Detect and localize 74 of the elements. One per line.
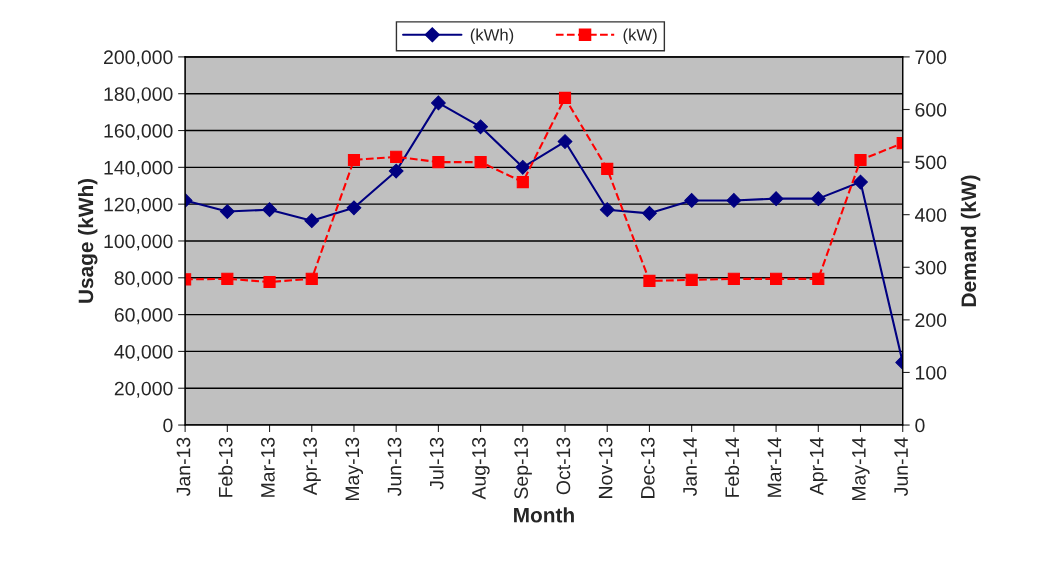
x-tick-label: Oct-13 <box>556 437 571 495</box>
y-tick-label: 160,000 <box>104 124 173 141</box>
x-tick-label: Feb-13 <box>218 437 233 497</box>
y2-tick-label: 700 <box>915 50 947 65</box>
point <box>432 156 445 169</box>
x-tick-label: Dec-13 <box>640 437 655 498</box>
point <box>390 150 403 163</box>
point <box>474 156 487 169</box>
y2-tick-label: 300 <box>915 260 947 275</box>
y-tick-label: 0 <box>163 418 173 433</box>
point <box>812 272 825 285</box>
y-tick-label: 40,000 <box>114 344 173 361</box>
point <box>388 163 404 179</box>
x-tick-label: Sep-13 <box>514 437 532 499</box>
y2-tick-label: 500 <box>915 155 947 170</box>
point <box>685 273 698 286</box>
point <box>347 153 361 167</box>
y2-tick-label: 200 <box>915 313 947 328</box>
y2-tick-label: 0 <box>915 418 925 433</box>
x-tick-label: Jul-13 <box>429 437 444 490</box>
point <box>431 95 446 111</box>
y-tick-label: 200,000 <box>104 50 173 67</box>
point <box>643 274 656 288</box>
point <box>558 91 572 104</box>
point <box>770 272 783 285</box>
point <box>642 205 657 221</box>
point <box>515 159 531 175</box>
point <box>557 134 573 149</box>
point <box>516 175 529 189</box>
y-axis-title: Usage (kWh) <box>77 178 98 303</box>
y-tick-label: 80,000 <box>114 271 173 288</box>
legend-label: (kWh) <box>470 28 514 45</box>
point <box>473 119 488 135</box>
x-tick-label: Aug-13 <box>472 437 490 500</box>
point <box>304 213 320 229</box>
x-tick-label: Jun-14 <box>894 437 908 496</box>
x-tick-label: Apr-14 <box>809 437 828 496</box>
legend-label: (kW) <box>623 28 657 45</box>
x-tick-label: Feb-14 <box>724 437 740 497</box>
point <box>599 202 615 218</box>
x-tick-label: Mar-13 <box>260 437 275 497</box>
y2-tick-label: 100 <box>916 365 947 380</box>
point <box>726 193 742 208</box>
point <box>262 202 277 218</box>
x-tick-label: Mar-14 <box>767 437 782 497</box>
y-tick-label: 180,000 <box>104 87 173 104</box>
point <box>219 204 235 219</box>
point <box>221 272 234 285</box>
point <box>854 153 867 167</box>
x-axis-title: Month <box>514 507 574 523</box>
y-tick-label: 100,000 <box>104 234 173 251</box>
point <box>768 191 784 207</box>
point <box>305 272 318 285</box>
y-tick-label: 60,000 <box>114 308 173 325</box>
y2-tick-label: 600 <box>915 102 947 117</box>
point <box>684 193 700 208</box>
point <box>263 275 276 289</box>
point <box>853 174 868 190</box>
x-tick-label: Jan-13 <box>176 437 191 496</box>
x-tick-label: Jan-14 <box>683 437 697 496</box>
point <box>810 191 826 207</box>
x-tick-label: May-13 <box>345 437 364 501</box>
y-tick-label: 20,000 <box>114 381 173 398</box>
y-tick-label: 140,000 <box>104 160 173 177</box>
x-tick-label: Jun-13 <box>387 437 402 496</box>
x-tick-label: May-14 <box>852 437 870 501</box>
point <box>346 200 362 216</box>
point <box>727 272 740 285</box>
y2-tick-label: 400 <box>914 208 947 222</box>
x-tick-label: Apr-13 <box>303 437 321 496</box>
x-tick-label: Nov-13 <box>598 437 613 498</box>
point <box>601 162 614 175</box>
y2-axis-title: Demand (kW) <box>960 175 981 307</box>
y-tick-label: 120,000 <box>104 197 173 214</box>
